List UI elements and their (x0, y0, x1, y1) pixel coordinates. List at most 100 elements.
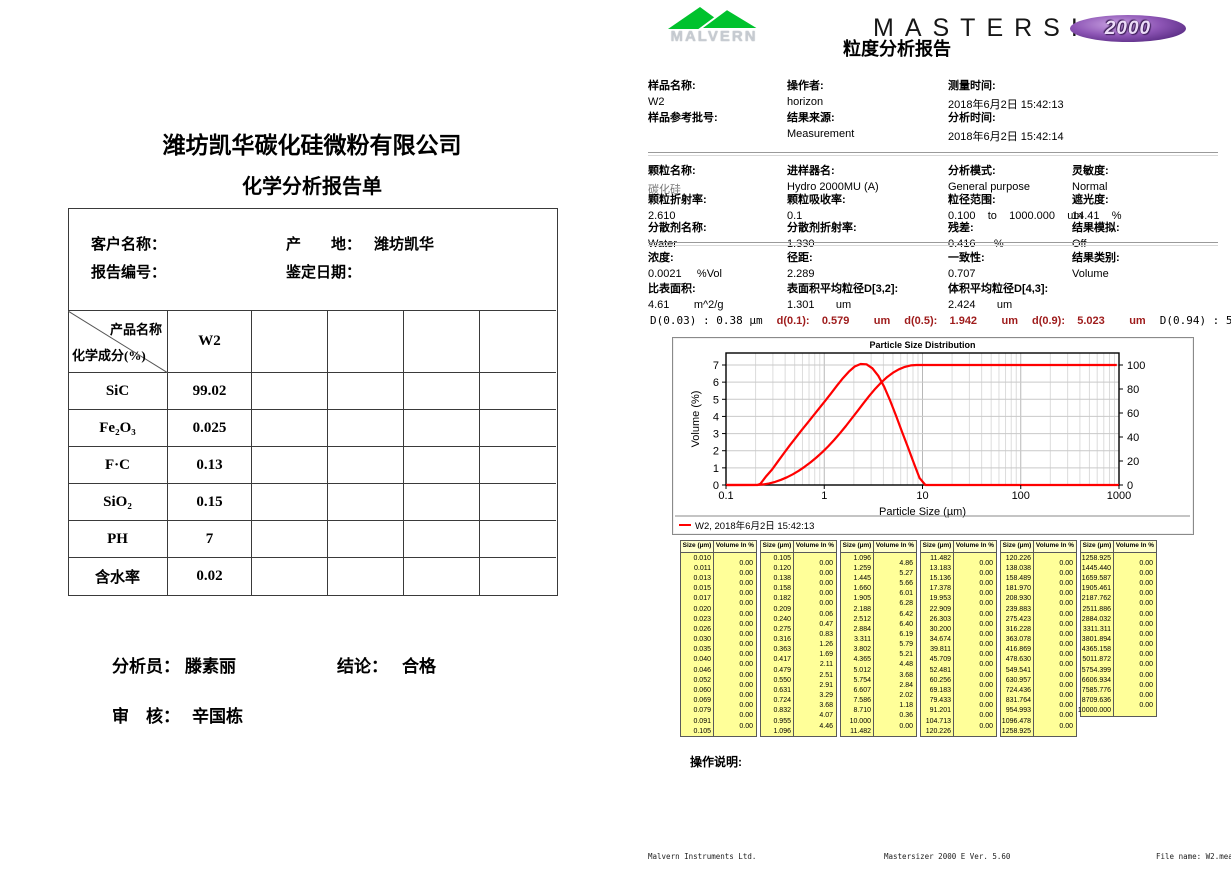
volume-cell: 0.00 (979, 722, 993, 730)
volume-cell: 0.00 (1059, 681, 1073, 689)
field-label: 颗粒吸收率: (787, 194, 846, 206)
field-value: Off (1072, 238, 1087, 250)
report-no-label: 报告编号： (91, 265, 167, 281)
size-cell: 630.957 (1005, 676, 1031, 684)
field-label: 粒径范围: (948, 194, 996, 206)
size-cell: 0.052 (693, 676, 711, 684)
size-cell: 6.607 (853, 687, 871, 695)
volume-cell: 0.00 (1139, 610, 1153, 618)
size-cell: 4365.158 (1081, 646, 1111, 654)
svg-text:Particle Size (µm): Particle Size (µm) (879, 506, 966, 518)
chart-legend: W2, 2018年6月2日 15:42:13 (695, 520, 814, 532)
size-cell: 0.010 (693, 554, 711, 562)
field-label: 分析模式: (948, 165, 996, 177)
empty-cell (252, 558, 328, 595)
empty-cell (404, 447, 480, 484)
size-header: Size (µm) (1081, 541, 1114, 552)
size-cell: 1096.478 (1001, 717, 1031, 725)
field-value: Hydro 2000MU (A) (787, 181, 879, 193)
size-header: Size (µm) (681, 541, 714, 552)
volume-cell: 6.28 (899, 600, 913, 608)
size-cell: 158.489 (1005, 574, 1031, 582)
volume-cell: 0.00 (1059, 569, 1073, 577)
size-cell: 0.013 (693, 574, 711, 582)
volume-cell: 0.00 (819, 590, 833, 598)
volume-cell: 0.00 (739, 712, 753, 720)
volume-cell: 0.00 (1059, 559, 1073, 567)
d10-value: d(0.1): 0.579 um (776, 315, 891, 327)
size-cell: 7.586 (853, 697, 871, 705)
size-cell: 10000.000 (1077, 707, 1111, 715)
empty-cell (480, 447, 556, 484)
volume-cell: 0.00 (979, 590, 993, 598)
volume-cell: 0.00 (739, 569, 753, 577)
volume-cell: 0.00 (1139, 559, 1153, 567)
field-value: 4.61 m^2/g (648, 299, 724, 311)
size-cell: 1.096 (773, 727, 791, 735)
volume-cell: 2.51 (819, 671, 833, 679)
analyst-label: 分析员： (112, 657, 180, 676)
size-table-body: 0.010 0.011 0.013 0.015 0.017 0.020 0.023 0.026… (681, 553, 756, 737)
customer-info-box: 客户名称： 产 地： 潍坊凯华 报告编号： 鉴定日期： (68, 208, 558, 596)
empty-cell (252, 447, 328, 484)
malvern-wordmark: MALVERN (670, 28, 758, 45)
field-label: 表面积平均粒径D[3,2]: (787, 283, 899, 295)
size-cell: 22.909 (929, 605, 951, 613)
svg-text:0: 0 (713, 480, 719, 492)
volume-cell: 5.79 (899, 641, 913, 649)
field: 残差: 0.416 % (948, 219, 1004, 250)
volume-cell: 0.00 (979, 610, 993, 618)
field: 结果模拟: Off (1072, 219, 1120, 250)
size-cell: 0.158 (773, 585, 791, 593)
size-cell: 316.228 (1005, 625, 1031, 633)
size-cell: 120.226 (1005, 554, 1031, 562)
volume-cell: 0.00 (1059, 630, 1073, 638)
volume-cell: 0.00 (1139, 702, 1153, 710)
volume-column: 0.00 0.00 0.00 0.00 0.00 0.00 0.00 0.00 0.00 0.00… (714, 553, 756, 736)
size-cell: 0.209 (773, 605, 791, 613)
volume-cell: 0.00 (739, 661, 753, 669)
size-column: 1.096 1.259 1.445 1.660 1.905 2.188 2.512 2.884… (841, 553, 874, 737)
size-cell: 0.550 (773, 676, 791, 684)
size-cell: 0.479 (773, 666, 791, 674)
size-table-body: 0.105 0.120 0.138 0.158 0.182 0.209 0.240 0.275… (761, 553, 836, 737)
volume-column: 0.00 0.00 0.00 0.00 0.00 0.00 0.00 0.00 0.00 0.00… (954, 553, 996, 736)
field: 分析模式: General purpose (948, 162, 1030, 193)
size-cell: 275.423 (1005, 615, 1031, 623)
field-label: 浓度: (648, 252, 674, 264)
empty-cell (328, 447, 404, 484)
volume-cell: 6.40 (899, 620, 913, 628)
field-label: 径距: (787, 252, 813, 264)
size-cell: 478.630 (1005, 656, 1031, 664)
badge-2000: 2000 (1070, 15, 1186, 42)
volume-cell: 0.00 (1059, 692, 1073, 700)
chemical-composition-table: 产品名称 化学成分(%) W2 SiC 99.02 Fe₂O₃ 0.025 F·C 0.1… (68, 310, 556, 595)
size-cell: 1.660 (853, 585, 871, 593)
field-label: 分散剂折射率: (787, 222, 857, 234)
field: 遮光度: 14.41 % (1072, 191, 1122, 222)
empty-cell (404, 373, 480, 410)
svg-text:10: 10 (916, 490, 928, 502)
field-label: 颗粒折射率: (648, 194, 707, 206)
volume-cell: 1.18 (899, 702, 913, 710)
field: 径距: 2.289 (787, 249, 815, 280)
size-table-header: Size (µm) Volume In % (1001, 541, 1076, 553)
field-label: 样品名称: (648, 80, 696, 92)
svg-text:100: 100 (1012, 490, 1030, 502)
volume-cell: 0.00 (739, 681, 753, 689)
field: 灵敏度: Normal (1072, 162, 1109, 193)
field-label: 结果类别: (1072, 252, 1120, 264)
volume-cell: 0.00 (1139, 641, 1153, 649)
divider (648, 242, 1218, 246)
empty-cell (252, 484, 328, 521)
svg-text:4: 4 (713, 411, 719, 423)
size-cell: 1258.925 (1081, 554, 1111, 562)
field: 粒径范围: 0.100 to 1000.000 um (948, 191, 1083, 222)
volume-cell: 0.00 (739, 651, 753, 659)
d90-value: d(0.9): 5.023 um (1032, 315, 1146, 327)
company-title: 潍坊凯华碳化硅微粉有限公司 (162, 133, 462, 158)
footer-line: File name: W2.mea (1156, 852, 1231, 861)
volume-cell: 0.00 (979, 620, 993, 628)
field-label: 灵敏度: (1072, 165, 1109, 177)
